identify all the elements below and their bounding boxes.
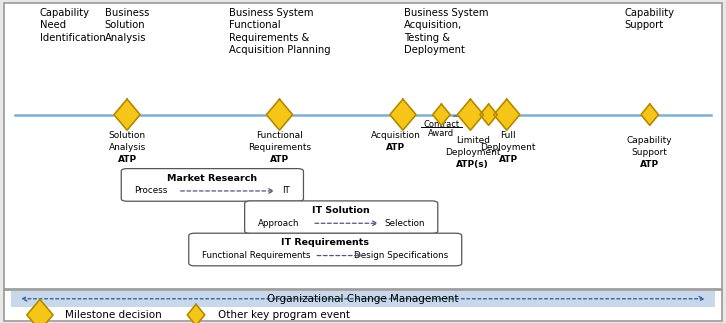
Polygon shape <box>114 99 140 130</box>
Text: Analysis: Analysis <box>108 143 146 152</box>
Text: Capability
Need
Identification: Capability Need Identification <box>40 8 106 43</box>
Text: Full: Full <box>500 131 516 140</box>
Polygon shape <box>457 99 484 130</box>
Text: Capability
Support: Capability Support <box>625 8 674 30</box>
Text: Business System
Functional
Requirements &
Acquisition Planning: Business System Functional Requirements … <box>229 8 330 55</box>
Text: Milestone decision: Milestone decision <box>65 310 162 320</box>
FancyBboxPatch shape <box>4 3 722 289</box>
Text: Award: Award <box>428 129 454 138</box>
Text: Deployment: Deployment <box>481 143 536 152</box>
Polygon shape <box>390 99 416 130</box>
Text: Requirements: Requirements <box>248 143 311 152</box>
Text: ATP: ATP <box>499 155 518 164</box>
Text: IT: IT <box>282 186 290 195</box>
Text: Capability: Capability <box>627 136 672 145</box>
Text: Approach: Approach <box>258 219 299 228</box>
Text: Market Research: Market Research <box>167 174 258 183</box>
Text: Business
Solution
Analysis: Business Solution Analysis <box>105 8 150 43</box>
Text: Process: Process <box>134 186 168 195</box>
Text: Acquisition: Acquisition <box>371 131 420 140</box>
Polygon shape <box>641 104 658 125</box>
Text: ATP: ATP <box>640 160 659 169</box>
Text: Other key program event: Other key program event <box>218 310 350 320</box>
Text: ATP: ATP <box>386 143 405 152</box>
Text: Organizational Change Management: Organizational Change Management <box>267 294 459 304</box>
Text: ATP: ATP <box>270 155 289 164</box>
FancyBboxPatch shape <box>245 201 438 234</box>
Text: ATP(s): ATP(s) <box>456 160 489 169</box>
Text: Contract: Contract <box>423 120 460 129</box>
Text: Limited: Limited <box>456 136 489 145</box>
Polygon shape <box>27 299 53 323</box>
Text: IT Solution: IT Solution <box>312 206 370 215</box>
Text: IT Requirements: IT Requirements <box>281 238 370 247</box>
FancyBboxPatch shape <box>189 233 462 266</box>
Text: Design Specifications: Design Specifications <box>354 251 449 260</box>
Text: Solution: Solution <box>108 131 146 140</box>
FancyBboxPatch shape <box>121 169 303 201</box>
Polygon shape <box>266 99 293 130</box>
Text: Selection: Selection <box>384 219 425 228</box>
Polygon shape <box>494 99 520 130</box>
Text: Functional Requirements: Functional Requirements <box>202 251 310 260</box>
FancyBboxPatch shape <box>11 291 715 307</box>
Text: Functional: Functional <box>256 131 303 140</box>
Polygon shape <box>433 104 450 125</box>
Polygon shape <box>480 104 497 125</box>
Text: Support: Support <box>632 148 668 157</box>
Text: Deployment: Deployment <box>445 148 500 157</box>
Polygon shape <box>187 304 205 323</box>
FancyBboxPatch shape <box>4 290 722 321</box>
Text: ATP: ATP <box>118 155 136 164</box>
Text: Business System
Acquisition,
Testing &
Deployment: Business System Acquisition, Testing & D… <box>404 8 489 55</box>
